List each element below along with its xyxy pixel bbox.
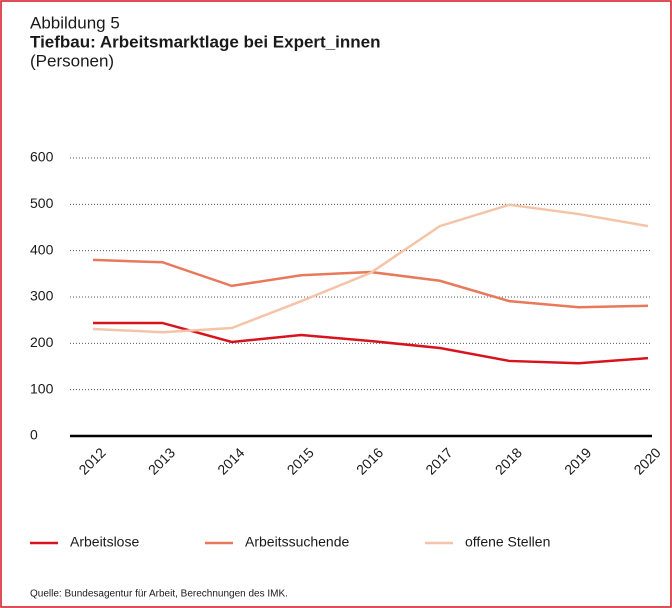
series-line	[92, 203, 649, 334]
chart-subtitle: (Personen)	[30, 51, 114, 70]
series-line	[93, 321, 649, 365]
y-tick-label: 300	[30, 288, 54, 304]
figure-label: Abbildung 5	[30, 13, 120, 32]
y-tick-label: 600	[30, 149, 54, 165]
y-tick-label: 200	[30, 334, 54, 350]
y-tick-label: 100	[30, 380, 54, 396]
y-tick-label: 500	[30, 195, 54, 211]
legend-label: Arbeitslose	[70, 534, 139, 550]
y-tick-label: 400	[30, 241, 54, 257]
chart-title: Tiefbau: Arbeitsmarktlage bei Expert_inn…	[30, 32, 380, 51]
source: Quelle: Bundesagentur für Arbeit, Berech…	[30, 589, 288, 600]
y-tick-label: 0	[30, 427, 38, 443]
legend-label: offene Stellen	[465, 534, 550, 550]
legend-label: Arbeitssuchende	[245, 534, 350, 550]
